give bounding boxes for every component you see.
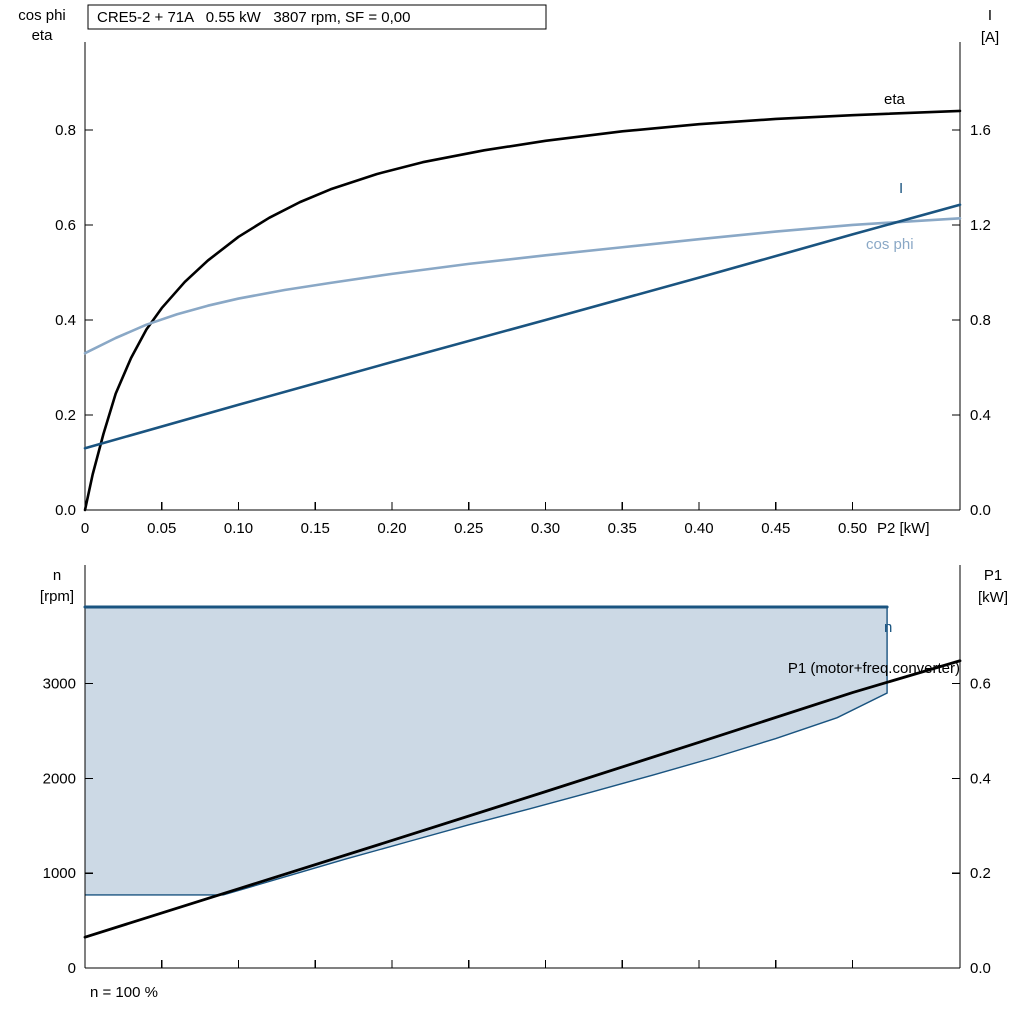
top-left-axis-header-line1: cos phi (18, 7, 66, 24)
left-tick-label: 0 (68, 960, 76, 977)
speed-range-lower-boundary (85, 607, 888, 896)
speed-range-band (85, 607, 888, 895)
right-tick-label: 0.6 (970, 676, 991, 693)
left-tick-label: 3000 (43, 676, 76, 693)
eta-curve-label: eta (884, 91, 906, 108)
left-tick-label: 0.2 (55, 407, 76, 424)
top-x-axis-label: P2 [kW] (877, 520, 930, 537)
curve-cos-phi (83, 216, 962, 355)
cos-phi-curve-label: cos phi (866, 236, 914, 253)
top-right-axis-header-line1: I (988, 7, 992, 24)
x-tick-label: 0.15 (301, 520, 330, 537)
right-tick-label: 0.4 (970, 770, 991, 787)
right-tick-label: 0.0 (970, 502, 991, 519)
x-tick-label: 0.50 (838, 520, 867, 537)
x-tick-label: 0.20 (377, 520, 406, 537)
left-tick-label: 0.0 (55, 502, 76, 519)
right-tick-label: 0.0 (970, 960, 991, 977)
top-right-axis-header-line2: [A] (981, 29, 999, 46)
curve-p1-motor-freq-converter- (83, 659, 962, 939)
left-tick-label: 2000 (43, 770, 76, 787)
speed-footnote: n = 100 % (90, 984, 158, 1001)
x-tick-label: 0.05 (147, 520, 176, 537)
bottom-right-axis-header-line1: P1 (984, 567, 1002, 584)
x-tick-label: 0.40 (684, 520, 713, 537)
left-tick-label: 0.8 (55, 122, 76, 139)
left-tick-label: 0.6 (55, 217, 76, 234)
right-tick-label: 1.2 (970, 217, 991, 234)
bottom-left-axis-header-line1: n (53, 567, 61, 584)
chart-title: CRE5-2 + 71A 0.55 kW 3807 rpm, SF = 0,00 (97, 9, 411, 26)
bottom-chart: 0 1000 2000 3000 0.0 0.2 0.4 0.6 (43, 565, 991, 977)
bottom-left-axis-header-line2: [rpm] (40, 588, 74, 605)
right-tick-label: 0.8 (970, 312, 991, 329)
top-chart: 0.0 0.2 0.4 0.6 0.8 0.0 0.4 0.8 1.2 1.6 0 0.05 0.10 0… (55, 42, 991, 537)
x-tick-label: 0.25 (454, 520, 483, 537)
left-tick-label: 0.4 (55, 312, 76, 329)
right-tick-label: 1.6 (970, 122, 991, 139)
top-left-axis-header-line2: eta (32, 27, 54, 44)
right-tick-label: 0.4 (970, 407, 991, 424)
left-tick-label: 1000 (43, 865, 76, 882)
curve-i (83, 203, 962, 450)
x-tick-label: 0.45 (761, 520, 790, 537)
bottom-right-axis-header-line2: [kW] (978, 589, 1008, 606)
x-tick-label: 0.30 (531, 520, 560, 537)
title-box (87, 4, 547, 30)
current-curve-label: I (899, 180, 903, 197)
x-tick-label: 0 (81, 520, 89, 537)
axes (84, 42, 961, 511)
curve-eta (83, 109, 962, 512)
x-tick-label: 0.10 (224, 520, 253, 537)
p1-curve-label: P1 (motor+freq.converter) (788, 660, 960, 677)
n-curve-label: n (884, 619, 892, 636)
x-tick-label: 0.35 (608, 520, 637, 537)
right-tick-label: 0.2 (970, 865, 991, 882)
axes (84, 565, 961, 969)
